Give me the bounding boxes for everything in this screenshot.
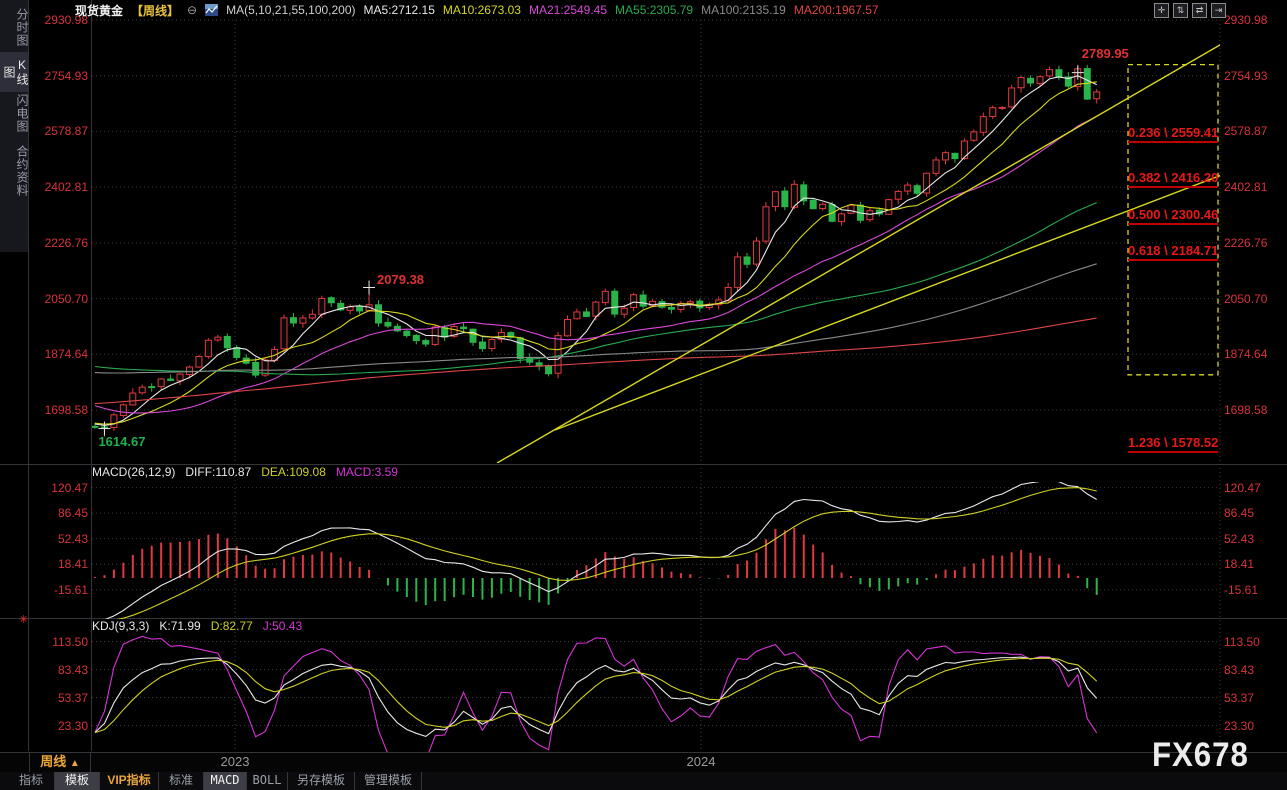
macd-value-label: DIFF:110.87 — [185, 465, 252, 479]
price-axis-label: 2226.76 — [1224, 235, 1268, 250]
sidebar-item-0[interactable]: 分时图 — [15, 7, 29, 47]
kdj-value-label: D:82.77 — [210, 619, 253, 633]
ma-value-label: MA100:2135.19 — [701, 3, 786, 17]
sidebar: 分时图 K线图 闪电图合约资料 — [0, 0, 29, 252]
tab-模板[interactable]: 模板 — [55, 772, 100, 790]
indicator-marker-icon[interactable]: ✳ — [19, 614, 29, 626]
price-axis-label: 2402.81 — [1224, 180, 1268, 195]
period-selector-label: 周线 — [40, 754, 67, 769]
price-axis-label: 2050.70 — [44, 291, 88, 306]
ma-value-label: MA55:2305.79 — [615, 3, 694, 17]
ma-values: MA5:2712.15 MA10:2673.03 MA21:2549.45 MA55:… — [364, 3, 879, 17]
tab-管理模板[interactable]: 管理模板 — [355, 772, 422, 790]
price-axis-label: 2754.93 — [1224, 68, 1268, 83]
kdj-value-label: K:71.99 — [159, 619, 201, 633]
price-annotation: 2789.95 — [1081, 45, 1129, 61]
kdj-axis-label: 23.30 — [1224, 718, 1255, 733]
macd-axis-label: -15.61 — [1224, 582, 1259, 597]
chart-thumbnail-icon — [205, 4, 219, 16]
price-axis-label: 2754.93 — [44, 68, 88, 83]
macd-axis-label: 18.41 — [57, 557, 88, 572]
price-axis-label: 2930.98 — [44, 13, 88, 27]
sidebar-item-2[interactable]: 闪电图 — [15, 93, 29, 133]
macd-title: MACD(26,12,9) — [92, 465, 176, 479]
kdj-axis-label: 53.37 — [57, 690, 88, 705]
timeline-row: 周线 ▲ — [0, 752, 1287, 773]
price-axis-label: 1698.58 — [44, 403, 88, 417]
bottom-tab-bar: 指标 模板 VIP指标 标准 MACD BOLL 另存模板 管理模板 — [0, 772, 1287, 790]
ma-settings-label: MA(5,10,21,55,100,200) — [226, 3, 356, 17]
macd-axis-label: 86.45 — [1224, 506, 1255, 521]
macd-header: MACD(26,12,9) DIFF:110.87 DEA:109.08 MACD:… — [92, 465, 398, 479]
price-axis-label: 1874.64 — [44, 347, 88, 362]
kdj-header: KDJ(9,3,3) K:71.99 D:82.77 J:50.43 — [92, 619, 302, 633]
ma-value-label: MA5:2712.15 — [363, 3, 435, 17]
price-axis-label: 2930.98 — [1224, 13, 1268, 27]
macd-axis-label: 120.47 — [51, 480, 88, 495]
kdj-axis-label: 23.30 — [57, 718, 88, 733]
sidebar-item-3[interactable]: 合约资料 — [15, 145, 29, 197]
timeline-spacer — [0, 753, 30, 772]
kdj-axis-label: 113.50 — [1224, 634, 1260, 649]
ma-value-label: MA21:2549.45 — [528, 3, 608, 17]
exit-icon[interactable]: ⇥ — [1211, 3, 1226, 18]
price-axis-label: 1874.64 — [1224, 347, 1268, 362]
ma-value-label: MA10:2673.03 — [442, 3, 521, 17]
price-axis-label: 2226.76 — [44, 235, 88, 250]
pan-icon[interactable]: ✛ — [1154, 3, 1169, 18]
year-axis-label: 2024 — [686, 754, 716, 769]
kdj-axis-label: 83.43 — [57, 662, 88, 677]
tab-BOLL[interactable]: BOLL — [247, 772, 288, 790]
price-annotation: 2079.38 — [377, 272, 425, 288]
price-axis-label: 2402.81 — [44, 180, 88, 195]
scale-y-icon[interactable]: ⇅ — [1173, 3, 1188, 18]
tab-MACD[interactable]: MACD — [204, 772, 247, 790]
price-axis-label: 2578.87 — [44, 124, 88, 139]
sidebar-item-1[interactable]: K线图 — [0, 52, 29, 92]
macd-axis-label: 86.45 — [57, 506, 88, 521]
kdj-axis-label: 83.43 — [1224, 662, 1255, 677]
triangle-up-icon: ▲ — [69, 758, 80, 769]
kdj-axis-label: 53.37 — [1224, 690, 1255, 705]
kdj-title: KDJ(9,3,3) — [92, 619, 150, 633]
tab-另存模板[interactable]: 另存模板 — [288, 772, 355, 790]
price-axis-label: 2578.87 — [1224, 124, 1268, 139]
macd-axis-label: 52.43 — [57, 531, 88, 546]
macd-axis-label: -15.61 — [53, 582, 88, 597]
period-title: 【周线】 — [131, 3, 180, 18]
macd-axis-label: 120.47 — [1224, 480, 1261, 495]
toolbar: ✛ ⇅ ⇄ ⇥ — [1154, 3, 1226, 18]
tab-指标[interactable]: 指标 — [8, 772, 55, 790]
watermark: FX678 — [1152, 736, 1249, 774]
fib-level-label: 0.236 \ 2559.41 — [1128, 125, 1219, 143]
collapse-icon[interactable]: ⊖ — [187, 3, 198, 17]
fib-level-label: 0.500 \ 2300.46 — [1128, 207, 1219, 225]
price-axis-label: 1698.58 — [1224, 403, 1268, 417]
price-annotation: 1614.67 — [98, 433, 146, 449]
macd-axis-label: 52.43 — [1224, 531, 1255, 546]
year-axis-label: 2023 — [220, 754, 250, 769]
symbol-title: 现货黄金 — [75, 3, 124, 18]
ma-value-label: MA200:1967.57 — [793, 3, 879, 17]
price-axis-label: 2050.70 — [1224, 291, 1268, 306]
fib-level-label: 1.236 \ 1578.52 — [1128, 435, 1219, 453]
macd-axis-label: 18.41 — [1224, 557, 1255, 572]
macd-value-label: MACD:3.59 — [335, 465, 398, 479]
kdj-axis-label: 113.50 — [52, 634, 88, 649]
period-selector[interactable]: 周线 ▲ — [30, 753, 91, 772]
scale-x-icon[interactable]: ⇄ — [1192, 3, 1207, 18]
kdj-value-label: J:50.43 — [262, 619, 303, 633]
macd-value-label: DEA:109.08 — [261, 465, 326, 479]
fib-level-label: 0.382 \ 2416.20 — [1128, 170, 1219, 188]
chart-header: 现货黄金 【周线】 ⊖ MA(5,10,21,55,100,200) MA5:2… — [75, 2, 879, 18]
fib-level-label: 0.618 \ 2184.71 — [1128, 243, 1219, 262]
tab-VIP指标[interactable]: VIP指标 — [100, 772, 159, 790]
tab-标准[interactable]: 标准 — [159, 772, 204, 790]
